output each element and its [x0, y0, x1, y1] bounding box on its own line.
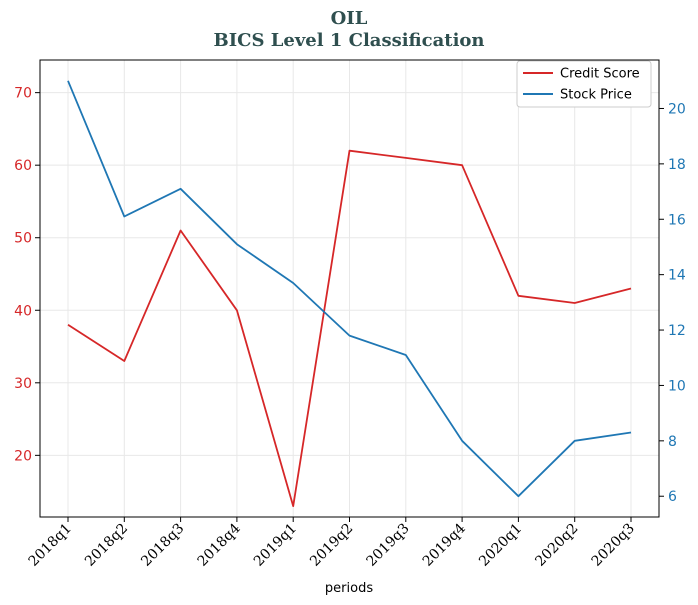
series-layer: [67, 80, 632, 508]
chart-title: OIL: [331, 8, 368, 29]
left-tick-label: 40: [14, 303, 32, 319]
x-tick-label: 2019q3: [363, 521, 412, 570]
right-tick-label: 8: [668, 434, 677, 450]
right-tick-label: 14: [668, 268, 686, 284]
right-tick-label: 18: [668, 157, 686, 173]
x-tick-label: 2020q3: [589, 521, 638, 570]
x-tick-label: 2019q2: [307, 521, 356, 570]
right-tick-label: 16: [668, 212, 686, 228]
x-tick-label: 2019q1: [251, 521, 300, 570]
right-tick-label: 20: [668, 101, 686, 117]
x-tick-label: 2019q4: [420, 520, 469, 569]
right-axis: 6 8 10 12 14 16 18 20: [659, 101, 686, 505]
left-tick-label: 20: [14, 448, 32, 464]
grid: [40, 60, 659, 517]
legend: Credit Score Stock Price: [516, 60, 652, 108]
x-tick-label: 2018q3: [138, 521, 187, 570]
right-tick-label: 12: [668, 323, 686, 339]
right-tick-label: 6: [668, 489, 677, 505]
chart-subtitle: BICS Level 1 Classification: [213, 30, 484, 51]
x-tick-label: 2018q1: [26, 521, 75, 570]
series-line-credit-score: [67, 149, 632, 508]
left-axis: 20 30 40 50 60 70: [14, 86, 40, 464]
left-tick-label: 50: [14, 231, 32, 247]
x-tick-label: 2020q2: [532, 521, 581, 570]
left-tick-label: 70: [14, 86, 32, 102]
legend-label-stock-price: Stock Price: [560, 88, 632, 103]
left-tick-label: 60: [14, 158, 32, 174]
left-tick-label: 30: [14, 376, 32, 392]
right-tick-label: 10: [668, 378, 686, 394]
legend-label-credit-score: Credit Score: [560, 67, 640, 82]
x-axis: 2018q1 2018q2 2018q3 2018q4 2019q1 2019q2 2019…: [26, 517, 638, 570]
series-line-stock-price: [67, 80, 632, 498]
x-tick-label: 2020q1: [476, 521, 525, 570]
x-axis-label: periods: [325, 581, 373, 596]
x-tick-label: 2018q2: [82, 521, 131, 570]
x-tick-label: 2018q4: [195, 520, 244, 569]
